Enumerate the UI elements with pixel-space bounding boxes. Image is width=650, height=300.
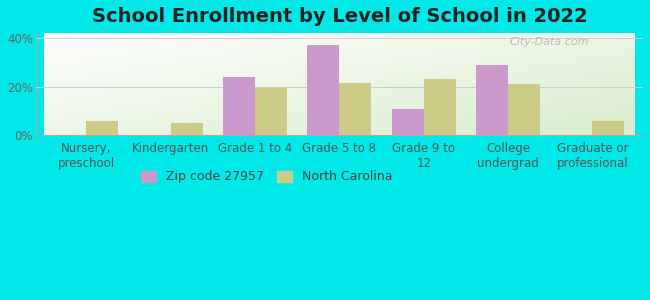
- Text: City-Data.com: City-Data.com: [510, 37, 589, 47]
- Bar: [508, 84, 540, 135]
- Bar: [392, 109, 424, 135]
- Bar: [339, 83, 371, 135]
- Bar: [171, 123, 203, 135]
- Legend: Zip code 27957, North Carolina: Zip code 27957, North Carolina: [136, 165, 397, 188]
- Bar: [307, 45, 339, 135]
- Title: School Enrollment by Level of School in 2022: School Enrollment by Level of School in …: [92, 7, 587, 26]
- Bar: [592, 121, 625, 135]
- Bar: [86, 121, 118, 135]
- Bar: [476, 65, 508, 135]
- Bar: [424, 79, 456, 135]
- Bar: [255, 88, 287, 135]
- Bar: [223, 77, 255, 135]
